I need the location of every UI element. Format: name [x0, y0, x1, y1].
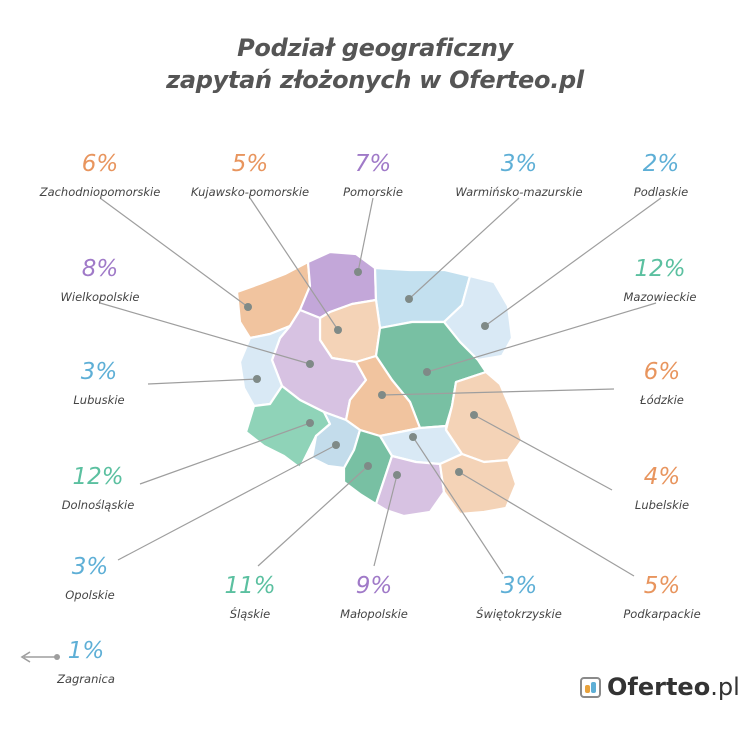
label-podkarpackie: 5% Podkarpackie	[623, 573, 701, 621]
region-dot	[455, 468, 463, 476]
region-dot	[334, 326, 342, 334]
leader-lubelskie	[473, 414, 613, 491]
region-podlaskie	[442, 274, 514, 362]
logo-text: Oferteo.pl	[607, 673, 740, 701]
leader-malopolskie	[373, 474, 398, 567]
label-malopolskie: 9% Małopolskie	[340, 573, 408, 621]
label-wielkopolskie: 8% Wielkopolskie	[60, 256, 140, 304]
region-dot	[253, 375, 261, 383]
title-line-1: Podział geograficzny	[237, 34, 513, 62]
region-podkarpackie	[438, 452, 518, 516]
label-kujawsko-pomorskie: 5% Kujawsko-pomorskie	[190, 151, 310, 199]
label-podlaskie: 2% Podlaskie	[633, 151, 689, 199]
region-opolskie	[310, 410, 362, 470]
arrow-left-icon	[20, 651, 60, 663]
leader-zachodniopomorskie	[99, 197, 249, 308]
title-line-2: zapytań złożonych w Oferteo.pl	[166, 66, 584, 94]
region-dot	[306, 419, 314, 427]
leader-swietokrzyskie	[412, 436, 504, 575]
oferteo-logo: Oferteo.pl	[580, 672, 740, 702]
region-dot	[409, 433, 417, 441]
region-dot	[405, 295, 413, 303]
label-slaskie: 11% Śląskie	[224, 573, 276, 621]
region-dot	[481, 322, 489, 330]
leader-lubuskie	[147, 378, 258, 385]
region-dot	[393, 471, 401, 479]
leader-lodzkie	[381, 388, 615, 396]
label-pomorskie: 7% Pomorskie	[343, 151, 403, 199]
label-lubelskie: 4% Lubelskie	[634, 464, 690, 512]
leader-wielkopolskie	[99, 302, 311, 365]
leader-mazowieckie	[426, 302, 657, 373]
region-dot	[423, 368, 431, 376]
region-malopolskie	[374, 454, 446, 518]
label-mazowieckie: 12% Mazowieckie	[623, 256, 697, 304]
region-dot	[332, 441, 340, 449]
leader-podkarpackie	[458, 471, 635, 577]
region-dot	[306, 360, 314, 368]
label-lubuskie: 3% Lubuskie	[73, 359, 125, 407]
label-zachodniopomorskie: 6% Zachodniopomorskie	[39, 151, 161, 199]
leader-warminsko-mazurskie	[408, 197, 520, 300]
region-dot	[364, 462, 372, 470]
label-warminsko-mazurskie: 3% Warmińsko-mazurskie	[455, 151, 583, 199]
region-dot	[354, 268, 362, 276]
leader-opolskie	[117, 444, 337, 561]
leader-kujawsko-pomorskie	[249, 197, 339, 331]
leader-slaskie	[257, 465, 369, 567]
label-lodzkie: 6% Łódzkie	[640, 359, 684, 407]
region-dot	[378, 391, 386, 399]
leader-podlaskie	[484, 197, 662, 327]
oferteo-logo-icon	[580, 676, 601, 698]
region-dot	[470, 411, 478, 419]
leader-dolnoslaskie	[139, 422, 311, 485]
label-dolnoslaskie: 12% Dolnośląskie	[61, 464, 135, 512]
label-opolskie: 3% Opolskie	[65, 554, 115, 602]
label-zagranica: 1% Zagranica	[57, 638, 115, 686]
label-swietokrzyskie: 3% Świętokrzyskie	[476, 573, 562, 621]
region-dot	[244, 303, 252, 311]
leader-pomorskie	[357, 197, 374, 273]
